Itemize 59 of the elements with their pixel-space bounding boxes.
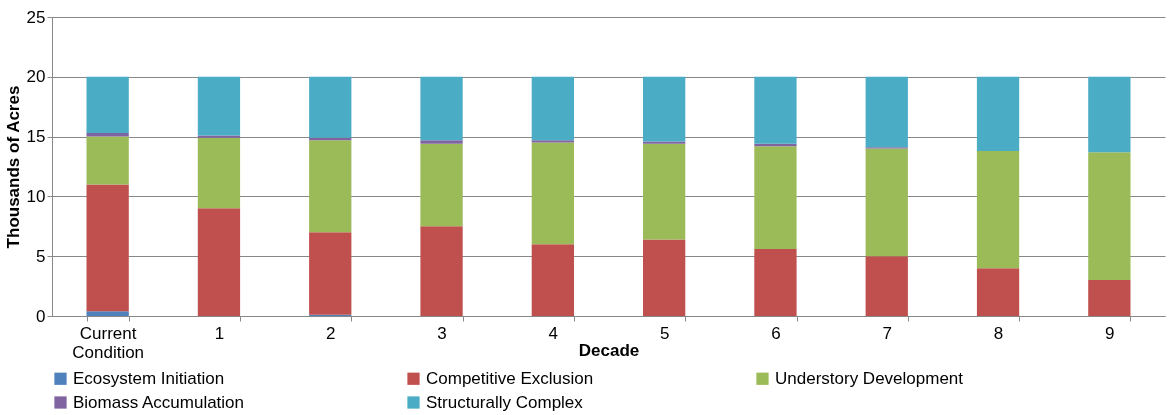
bar	[643, 76, 686, 142]
bar	[86, 311, 129, 316]
legend-label: Competitive Exclusion	[426, 368, 594, 388]
x-tick-label: 3	[437, 323, 447, 343]
bar	[531, 142, 574, 245]
bar	[197, 76, 241, 136]
bar	[754, 249, 797, 316]
bar	[1088, 280, 1131, 316]
bar	[197, 208, 241, 316]
bar	[643, 239, 686, 316]
bar	[86, 184, 129, 312]
y-axis-title: Thousands of Acres	[3, 85, 23, 249]
legend-label: Ecosystem Initiation	[73, 368, 225, 388]
x-tick-label: 2	[326, 323, 336, 343]
x-tick-label: 8	[993, 323, 1004, 343]
bar	[420, 143, 463, 227]
bar	[1088, 152, 1131, 281]
x-tick-label: 6	[771, 323, 781, 343]
x-tick-label: 4	[548, 323, 559, 343]
x-tick-label: 7	[882, 323, 892, 343]
y-tick-label: 25	[26, 7, 46, 27]
bar	[86, 76, 129, 134]
bar	[643, 143, 686, 240]
bar	[865, 76, 908, 148]
bar	[643, 141, 686, 144]
bar	[865, 148, 908, 257]
bar	[976, 150, 1020, 269]
y-tick-label: 5	[36, 246, 46, 266]
bar	[197, 137, 241, 209]
bar	[531, 244, 574, 316]
bar	[86, 133, 129, 137]
x-tick-label: Current Condition	[72, 323, 145, 362]
bar	[420, 140, 463, 144]
bar	[865, 256, 908, 316]
bar	[309, 140, 352, 233]
bar	[976, 76, 1020, 151]
bar	[531, 76, 574, 141]
bar	[309, 232, 352, 315]
y-tick-label: 15	[26, 127, 46, 147]
legend-label: Understory Development	[775, 368, 964, 388]
y-tick-label: 10	[26, 186, 46, 206]
legend-label: Structurally Complex	[426, 392, 584, 412]
x-tick-label: 1	[214, 323, 225, 343]
bar	[420, 226, 463, 316]
bar	[197, 135, 241, 138]
bar	[420, 76, 463, 141]
bar	[86, 136, 129, 185]
x-tick-label: 9	[1105, 323, 1115, 343]
bar	[754, 146, 797, 250]
bar	[309, 76, 352, 138]
bar	[1088, 76, 1131, 153]
bar	[531, 140, 574, 143]
y-tick-label: 20	[26, 67, 46, 87]
y-tick-label: 0	[36, 306, 46, 326]
bar	[754, 76, 797, 144]
x-axis-title: Decade	[578, 340, 640, 360]
x-tick-label: 5	[659, 323, 670, 343]
legend-label: Biomass Accumulation	[73, 392, 245, 412]
bar	[976, 268, 1020, 316]
